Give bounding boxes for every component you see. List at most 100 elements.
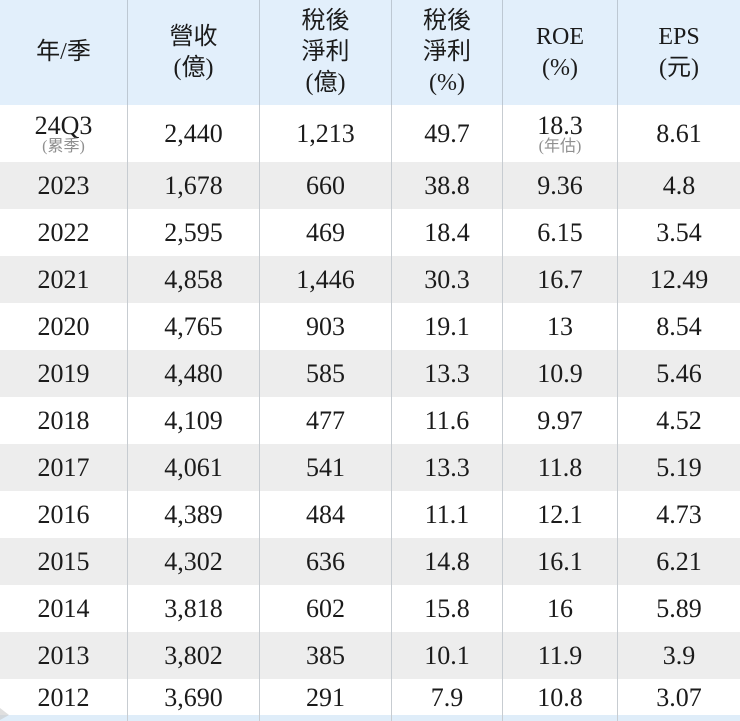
cell-net-income: 1,446 [260, 256, 392, 303]
header-cell-revenue: 營收 (億) [128, 0, 260, 105]
period-value: 2014 [37, 594, 90, 623]
cell-roe: 18.3 (年估) [503, 105, 618, 162]
eps-value: 5.46 [656, 359, 702, 388]
net-income-value: 660 [306, 171, 345, 200]
cell-net-income: 903 [260, 303, 392, 350]
table-row: 2023 1,678 660 38.8 9.36 4.8 [0, 162, 740, 209]
roe-value: 10.9 [537, 359, 583, 388]
cell-period: 2017 [0, 444, 128, 491]
table-row: 2018 4,109 477 11.6 9.97 4.52 [0, 397, 740, 444]
cell-roe: 16.7 [503, 256, 618, 303]
table-row: 2021 4,858 1,446 30.3 16.7 12.49 [0, 256, 740, 303]
cell-net-margin: 13.3 [392, 444, 503, 491]
roe-value: 11.8 [537, 453, 583, 482]
period-value: 2016 [37, 500, 90, 529]
cell-eps: 8.61 [618, 105, 740, 162]
cell-eps: 5.89 [618, 585, 740, 632]
revenue-value: 2,440 [164, 119, 223, 148]
revenue-value: 3,690 [164, 682, 223, 712]
period-value: 2022 [37, 218, 90, 247]
cell-roe: 9.97 [503, 397, 618, 444]
net-income-value: 484 [306, 500, 345, 529]
revenue-value: 4,480 [164, 359, 223, 388]
roe-value: 16 [547, 594, 573, 623]
net-income-value: 636 [306, 547, 345, 576]
table-row: 2020 4,765 903 19.1 13 8.54 [0, 303, 740, 350]
revenue-value: 4,302 [164, 547, 223, 576]
eps-value: 12.49 [649, 265, 709, 294]
net-income-value: 541 [306, 453, 345, 482]
net-margin-value: 18.4 [424, 218, 470, 247]
period-value: 2023 [37, 171, 90, 200]
roe-value: 12.1 [537, 500, 583, 529]
table-row: 2015 4,302 636 14.8 16.1 6.21 [0, 538, 740, 585]
cell-roe: 11.9 [503, 632, 618, 679]
net-margin-value: 11.6 [424, 406, 470, 435]
roe-value: 9.36 [537, 171, 583, 200]
cell-net-margin: 14.8 [392, 538, 503, 585]
net-income-value: 1,213 [296, 119, 355, 148]
revenue-value: 4,389 [164, 500, 223, 529]
cell-net-income: 291 [260, 679, 392, 715]
table-row: 24Q3 (累季) 2,440 1,213 49.7 18.3 (年估) 8.61 [0, 105, 740, 162]
net-margin-value: 14.8 [424, 547, 470, 576]
cell-revenue: 4,480 [128, 350, 260, 397]
header-cell-period: 年/季 [0, 0, 128, 105]
period-value: 2018 [37, 406, 90, 435]
net-income-value: 1,446 [296, 265, 355, 294]
cell-net-margin: 38.8 [392, 162, 503, 209]
revenue-value: 3,818 [164, 594, 223, 623]
table-row: 2014 3,818 602 15.8 16 5.89 [0, 585, 740, 632]
roe-value: 10.8 [537, 682, 583, 712]
cell-revenue: 1,678 [128, 162, 260, 209]
cell-revenue: 4,302 [128, 538, 260, 585]
cell-net-income: 585 [260, 350, 392, 397]
cell-period: 2014 [0, 585, 128, 632]
revenue-value: 4,858 [164, 265, 223, 294]
table-row: 2022 2,595 469 18.4 6.15 3.54 [0, 209, 740, 256]
cell-roe: 6.15 [503, 209, 618, 256]
cell-net-margin: 30.3 [392, 256, 503, 303]
eps-value: 5.89 [656, 594, 702, 623]
revenue-value: 4,109 [164, 406, 223, 435]
cell-roe: 10.8 [503, 679, 618, 715]
cell-net-income: 602 [260, 585, 392, 632]
cell-net-margin: 11.6 [392, 397, 503, 444]
net-margin-value: 11.1 [424, 500, 470, 529]
cell-net-margin: 10.1 [392, 632, 503, 679]
cell-revenue: 3,690 [128, 679, 260, 715]
header-cell-eps: EPS (元) [658, 23, 700, 81]
cell-revenue: 4,109 [128, 397, 260, 444]
eps-value: 3.9 [662, 641, 696, 670]
eps-value: 3.07 [656, 682, 702, 712]
cell-period: 2020 [0, 303, 128, 350]
cell-eps: 3.07 [618, 679, 740, 715]
cell-eps: 6.21 [618, 538, 740, 585]
header-cell-roe: ROE (%) [503, 0, 618, 105]
cell-net-income: 1,213 [260, 105, 392, 162]
next-section-strip [0, 715, 740, 721]
eps-value: 8.54 [656, 312, 702, 341]
period-value: 2012 [37, 682, 90, 712]
net-income-value: 385 [306, 641, 345, 670]
period-value: 2015 [37, 547, 90, 576]
cell-net-income: 660 [260, 162, 392, 209]
eps-value: 5.19 [656, 453, 702, 482]
table-body: 24Q3 (累季) 2,440 1,213 49.7 18.3 (年估) 8.61 2023 1,… [0, 105, 740, 715]
cell-net-margin: 19.1 [392, 303, 503, 350]
period-value: 2019 [37, 359, 90, 388]
cell-roe: 9.36 [503, 162, 618, 209]
cell-roe: 11.8 [503, 444, 618, 491]
header-cell-net-margin: 稅後 淨利 (%) [392, 0, 503, 105]
net-margin-value: 38.8 [424, 171, 470, 200]
roe-value: 11.9 [537, 641, 583, 670]
table-row: 2013 3,802 385 10.1 11.9 3.9 [0, 632, 740, 679]
cell-period: 24Q3 (累季) [0, 105, 128, 162]
cell-net-income: 541 [260, 444, 392, 491]
cell-roe: 13 [503, 303, 618, 350]
net-margin-value: 15.8 [424, 594, 470, 623]
net-margin-value: 7.9 [430, 682, 464, 712]
cell-revenue: 4,389 [128, 491, 260, 538]
cell-period: 2022 [0, 209, 128, 256]
